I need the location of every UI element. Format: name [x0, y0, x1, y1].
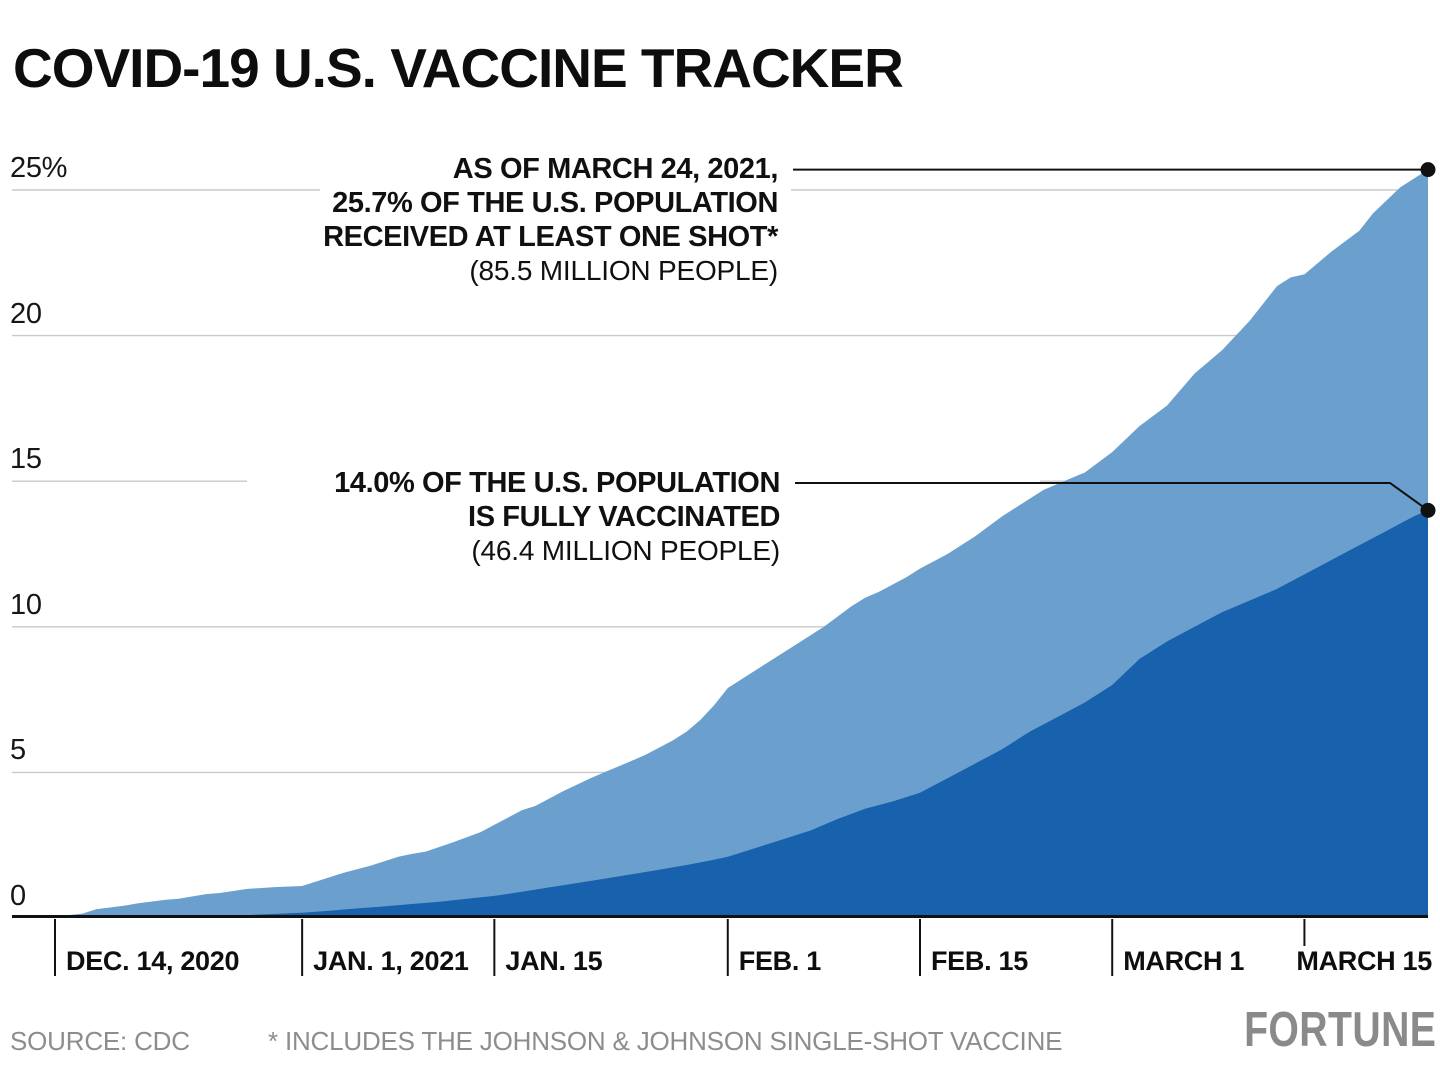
endpoint-dot-fully — [1420, 502, 1436, 518]
annotation-fully-vaccinated: 14.0% OF THE U.S. POPULATION IS FULLY VA… — [334, 466, 780, 568]
annotation-one-shot-line2: 25.7% OF THE U.S. POPULATION — [332, 187, 778, 219]
annotation-one-shot: AS OF MARCH 24, 2021, 25.7% OF THE U.S. … — [323, 152, 778, 288]
y-axis-label: 5 — [10, 734, 26, 767]
leader-line-fully — [795, 482, 1429, 512]
area-fully-vaccinated — [55, 510, 1428, 918]
source-credit: SOURCE: CDC — [10, 1026, 190, 1056]
endpoint-dot-one-shot — [1420, 162, 1436, 178]
x-axis-label: FEB. 1 — [738, 946, 822, 976]
y-axis-label: 0 — [10, 880, 26, 912]
page-title: COVID-19 U.S. VACCINE TRACKER — [13, 37, 904, 99]
annotation-fully-sub: (46.4 MILLION PEOPLE) — [471, 535, 780, 566]
y-axis-label: 10 — [10, 588, 42, 621]
x-axis-label: MARCH 15 — [1296, 946, 1432, 976]
annotation-one-shot-sub: (85.5 MILLION PEOPLE) — [469, 255, 778, 286]
footnote: * INCLUDES THE JOHNSON & JOHNSON SINGLE-… — [268, 1026, 1063, 1056]
x-axis-label: JAN. 15 — [505, 946, 603, 976]
annotation-one-shot-line3: RECEIVED AT LEAST ONE SHOT* — [323, 221, 778, 253]
annotation-fully-line2: IS FULLY VACCINATED — [468, 501, 780, 533]
x-axis-label: DEC. 14, 2020 — [66, 946, 240, 976]
fortune-logo: FORTUNE — [1243, 1003, 1436, 1057]
annotation-fully-line1: 14.0% OF THE U.S. POPULATION — [334, 467, 780, 499]
annotation-one-shot-line1: AS OF MARCH 24, 2021, — [452, 153, 779, 185]
y-axis-label: 25% — [10, 152, 68, 184]
x-axis-label: FEB. 15 — [930, 946, 1028, 976]
y-axis-label: 20 — [10, 297, 42, 330]
x-axis-label: JAN. 1, 2021 — [313, 946, 469, 976]
x-axis-label: MARCH 1 — [1123, 946, 1245, 976]
y-axis-label: 15 — [10, 443, 42, 476]
